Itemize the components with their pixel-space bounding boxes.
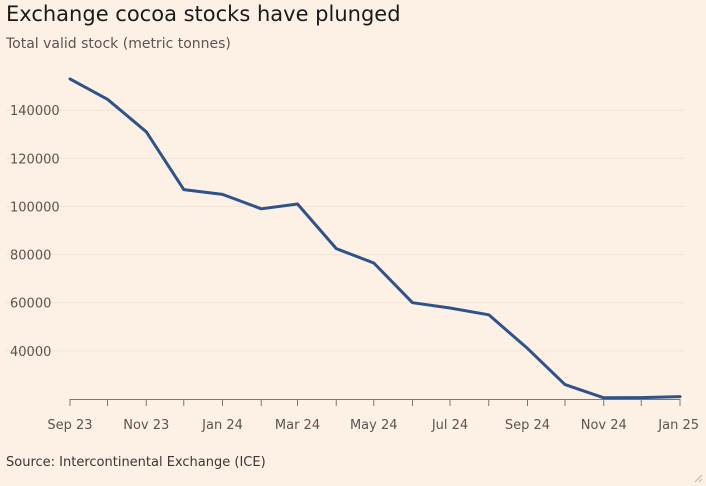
chart-title: Exchange cocoa stocks have plunged	[6, 2, 401, 26]
y-tick-label: 140000	[10, 104, 60, 119]
y-tick-label: 40000	[10, 345, 51, 360]
source-note: Source: Intercontinental Exchange (ICE)	[6, 455, 266, 470]
x-tick-label: Mar 24	[275, 418, 320, 433]
y-tick-label: 100000	[10, 200, 60, 215]
x-tick-label: Sep 24	[505, 418, 550, 433]
y-axis-label: Total valid stock (metric tonnes)	[6, 36, 231, 52]
y-tick-label: 80000	[10, 249, 51, 264]
x-tick-label: May 24	[350, 418, 398, 433]
x-tick-label: Nov 24	[581, 418, 627, 433]
y-tick-label: 60000	[10, 297, 51, 312]
resize-handle-icon[interactable]	[693, 473, 703, 483]
y-tick-label: 120000	[10, 152, 60, 167]
x-tick-label: Nov 23	[123, 418, 169, 433]
x-tick-label: Jan 24	[201, 418, 243, 433]
x-tick-label: Jan 25	[657, 418, 699, 433]
series-line-stock	[68, 77, 682, 400]
x-tick-label: Jul 24	[431, 418, 468, 433]
x-tick-label: Sep 23	[47, 418, 92, 433]
